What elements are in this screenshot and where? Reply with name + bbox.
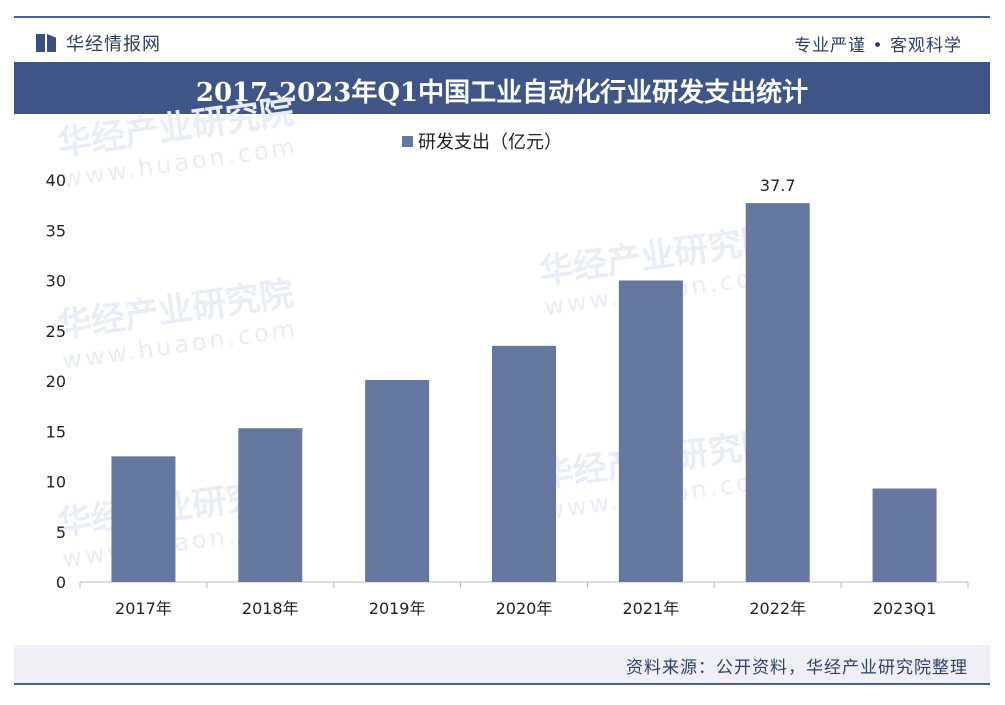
bar — [872, 488, 937, 582]
y-tick-label: 35 — [46, 221, 66, 240]
bar — [618, 280, 683, 582]
y-tick-label: 10 — [46, 473, 66, 492]
y-tick-label: 20 — [46, 372, 66, 391]
bar — [745, 203, 810, 583]
y-tick-label: 15 — [46, 422, 66, 441]
y-tick-label: 25 — [46, 322, 66, 341]
title-bar: 2017-2023年Q1中国工业自动化行业研发支出统计 — [14, 62, 990, 114]
chart-title: 2017-2023年Q1中国工业自动化行业研发支出统计 — [195, 78, 809, 108]
y-tick-label: 30 — [46, 272, 66, 291]
data-label: 37.7 — [760, 176, 796, 195]
bottom-rule — [14, 683, 990, 685]
y-tick-label: 5 — [56, 523, 66, 542]
source-note: 资料来源：公开资料，华经产业研究院整理 — [626, 658, 968, 678]
footer: 资料来源：公开资料，华经产业研究院整理 — [14, 645, 990, 683]
x-tick-label: 2019年 — [369, 599, 426, 618]
y-tick-label: 0 — [56, 573, 66, 592]
legend-swatch — [402, 136, 413, 147]
bar — [111, 456, 176, 582]
top-rule — [14, 16, 990, 18]
x-tick-label: 2022年 — [749, 599, 806, 618]
bar — [238, 428, 303, 582]
bar — [492, 345, 556, 582]
logo-text: 华经情报网 — [66, 34, 161, 55]
bar — [365, 379, 430, 582]
x-tick-label: 2020年 — [496, 599, 553, 618]
x-tick-label: 2023Q1 — [873, 599, 937, 618]
slogan: 专业严谨 • 客观科学 — [794, 36, 962, 56]
x-tick-label: 2018年 — [242, 599, 299, 618]
y-tick-label: 40 — [46, 171, 66, 190]
x-tick-label: 2021年 — [622, 599, 679, 618]
logo-icon — [36, 32, 58, 54]
legend-label: 研发支出（亿元） — [418, 132, 562, 153]
x-tick-label: 2017年 — [115, 599, 172, 618]
brand-logo: 华经情报网 — [36, 30, 161, 56]
header: 华经情报网 专业严谨 • 客观科学 — [14, 18, 990, 60]
